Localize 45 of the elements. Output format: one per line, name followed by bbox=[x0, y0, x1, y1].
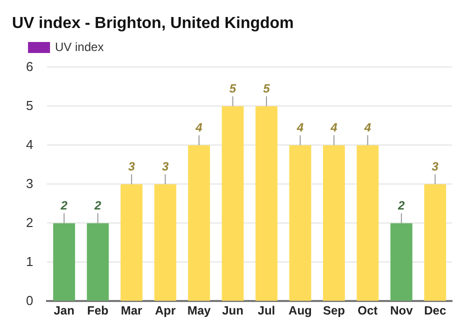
data-label: 5 bbox=[263, 82, 270, 96]
data-label: 2 bbox=[93, 198, 102, 213]
data-label: 2 bbox=[60, 198, 68, 213]
x-tick-label: Jun bbox=[222, 304, 244, 318]
bar bbox=[188, 145, 210, 301]
x-tick-label: Aug bbox=[288, 304, 312, 318]
data-label: 4 bbox=[296, 120, 304, 135]
data-label: 4 bbox=[194, 120, 203, 135]
data-label: 4 bbox=[330, 120, 338, 135]
bar bbox=[154, 184, 176, 301]
x-tick-label: Jan bbox=[54, 304, 74, 318]
data-label: 3 bbox=[128, 160, 136, 174]
bar bbox=[222, 106, 244, 301]
chart-title: UV index - Brighton, United Kingdom bbox=[12, 15, 294, 32]
y-tick-label: 6 bbox=[26, 58, 34, 74]
x-tick-label: May bbox=[187, 304, 212, 318]
data-label: 3 bbox=[432, 160, 439, 174]
y-tick-label: 5 bbox=[26, 98, 34, 113]
bar bbox=[256, 106, 278, 301]
x-tick-label: Feb bbox=[87, 304, 108, 318]
data-label: 2 bbox=[397, 198, 406, 213]
data-label: 5 bbox=[229, 82, 236, 96]
bar bbox=[390, 223, 412, 301]
y-tick-label: 2 bbox=[26, 214, 34, 230]
data-label: 4 bbox=[363, 120, 372, 135]
y-tick-label: 4 bbox=[26, 136, 34, 152]
x-tick-label: Dec bbox=[424, 304, 446, 318]
bar bbox=[120, 184, 143, 301]
x-tick-label: Oct bbox=[358, 304, 378, 318]
text: UV index bbox=[55, 40, 104, 54]
bar bbox=[53, 223, 76, 301]
x-tick-label: Jul bbox=[258, 304, 276, 318]
bar bbox=[86, 223, 109, 301]
x-tick-label: Sep bbox=[322, 304, 345, 318]
x-tick-label: Nov bbox=[390, 304, 414, 318]
y-tick-label: 0 bbox=[26, 292, 34, 308]
bar bbox=[356, 145, 379, 301]
y-tick-label: 1 bbox=[26, 254, 34, 269]
bar bbox=[424, 184, 446, 301]
y-tick-label: 3 bbox=[26, 176, 34, 191]
data-label: 3 bbox=[162, 160, 169, 174]
bar bbox=[289, 145, 312, 301]
x-tick-label: Mar bbox=[120, 304, 143, 318]
bar bbox=[322, 145, 345, 301]
x-tick-label: Apr bbox=[154, 304, 176, 318]
